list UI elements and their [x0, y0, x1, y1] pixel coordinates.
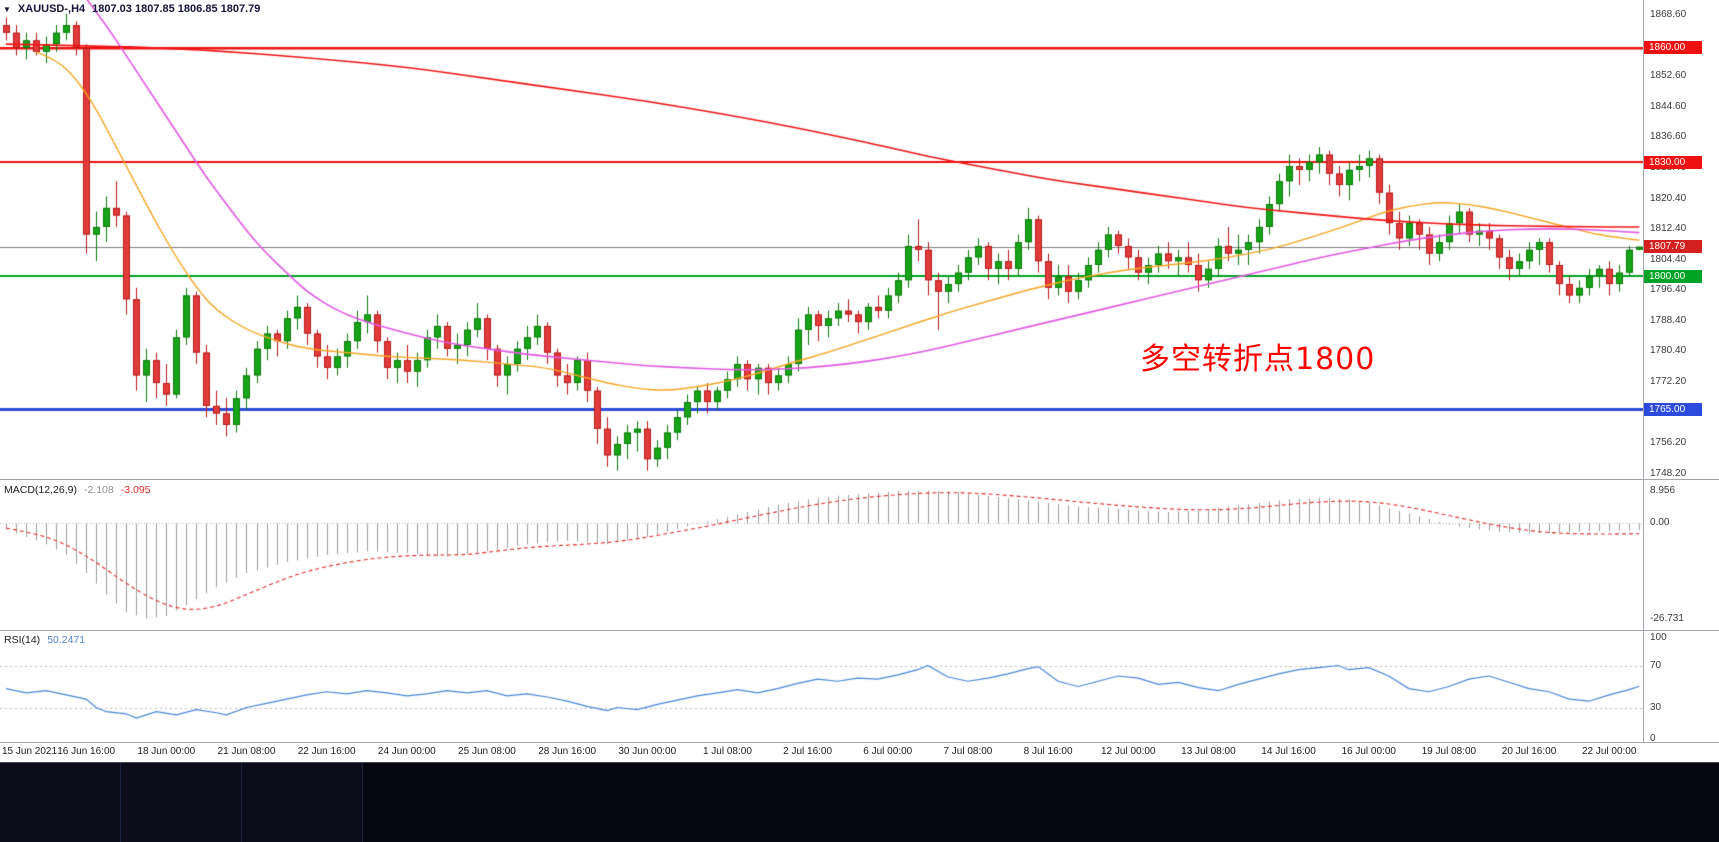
macd-main-value: -2.108	[83, 484, 114, 496]
time-tick-label: 25 Jun 08:00	[458, 746, 516, 757]
price-chart-canvas[interactable]	[0, 0, 1643, 479]
time-tick-label: 19 Jul 08:00	[1421, 746, 1477, 757]
price-level-badge: 1765.00	[1644, 403, 1702, 417]
time-tick-label: 16 Jun 16:00	[57, 746, 116, 757]
ohlc-values: 1807.03 1807.85 1806.85 1807.79	[92, 3, 261, 15]
price-tick-label: 1796.40	[1650, 284, 1687, 296]
pane-resize-handle-macd[interactable]	[0, 479, 1719, 480]
macd-scale-label: -26.731	[1650, 612, 1684, 624]
taskbar-item[interactable]	[121, 763, 242, 842]
macd-name: MACD(12,26,9)	[4, 484, 77, 496]
price-level-badge: 1800.00	[1644, 269, 1702, 283]
price-axis[interactable]: 1868.601860.601852.601844.601836.601828.…	[1643, 0, 1719, 744]
price-tick-label: 1780.40	[1650, 345, 1687, 357]
rsi-scale-label: 30	[1650, 701, 1662, 713]
chart-title-bar: ▼ XAUUSD-,H4 1807.03 1807.85 1806.85 180…	[3, 3, 260, 15]
rsi-indicator-label: RSI(14) 50.2471	[4, 634, 85, 646]
taskbar[interactable]	[0, 762, 1719, 842]
price-tick-label: 1844.60	[1650, 100, 1687, 112]
price-level-badge: 1807.79	[1644, 240, 1702, 254]
price-tick-label: 1748.20	[1650, 467, 1687, 479]
time-tick-label: 16 Jul 00:00	[1341, 746, 1396, 757]
time-tick-label: 6 Jul 00:00	[863, 746, 913, 757]
chart-text-annotation: 多空转折点1800	[1140, 342, 1376, 377]
rsi-name: RSI(14)	[4, 634, 41, 646]
symbol-timeframe-label: XAUUSD-,H4	[17, 3, 86, 15]
time-tick-label: 7 Jul 08:00	[943, 746, 993, 757]
time-tick-label: 1 Jul 08:00	[702, 746, 752, 757]
time-tick-label: 30 Jun 00:00	[618, 746, 677, 757]
time-tick-label: 21 Jun 08:00	[217, 746, 276, 757]
time-tick-label: 22 Jul 00:00	[1581, 746, 1637, 757]
time-axis[interactable]: 15 Jun 2021 16 Jun 16:00 18 Jun 00:00 21 Ju…	[0, 742, 1719, 762]
macd-signal-value: -3.095	[120, 484, 151, 496]
time-tick-label: 20 Jul 16:00	[1501, 746, 1557, 757]
price-level-badge: 1860.00	[1644, 41, 1702, 55]
rsi-value: 50.2471	[47, 634, 86, 646]
price-tick-label: 1788.40	[1650, 314, 1687, 326]
price-tick-label: 1756.20	[1650, 437, 1687, 449]
price-tick-label: 1820.40	[1650, 192, 1687, 204]
rsi-scale-label: 0	[1650, 733, 1656, 744]
macd-scale-label: 8.956	[1650, 484, 1676, 496]
time-tick-label: 24 Jun 00:00	[377, 746, 436, 757]
time-tick-label: 28 Jun 16:00	[538, 746, 597, 757]
rsi-scale-label: 70	[1650, 659, 1662, 671]
pane-resize-handle-rsi[interactable]	[0, 630, 1719, 631]
price-level-badge: 1830.00	[1644, 155, 1702, 169]
price-tick-label: 1836.60	[1650, 131, 1687, 143]
price-tick-label: 1772.20	[1650, 376, 1687, 388]
time-tick-label: 12 Jul 00:00	[1100, 746, 1156, 757]
rsi-scale-label: 100	[1650, 632, 1667, 643]
rsi-pane-canvas[interactable]	[0, 631, 1643, 742]
macd-indicator-label: MACD(12,26,9) -2.108 -3.095	[4, 484, 151, 496]
time-tick-label: 13 Jul 08:00	[1181, 746, 1236, 757]
time-tick-label: 15 Jun 2021	[2, 746, 58, 757]
taskbar-item[interactable]	[0, 763, 121, 842]
chart-marker-icon: ▼	[3, 4, 11, 14]
price-tick-label: 1804.40	[1650, 253, 1687, 265]
time-tick-label: 2 Jul 16:00	[783, 746, 833, 757]
price-tick-label: 1852.60	[1650, 70, 1687, 82]
taskbar-item[interactable]	[242, 763, 363, 842]
price-tick-label: 1812.40	[1650, 223, 1687, 235]
time-tick-label: 18 Jun 00:00	[137, 746, 196, 757]
macd-pane-canvas[interactable]	[0, 481, 1643, 629]
price-tick-label: 1868.60	[1650, 9, 1687, 21]
macd-scale-label: 0.00	[1650, 516, 1670, 528]
time-tick-label: 14 Jul 16:00	[1261, 746, 1316, 757]
chart-frame-bottom	[0, 742, 1719, 743]
time-tick-label: 22 Jun 16:00	[297, 746, 356, 757]
time-tick-label: 8 Jul 16:00	[1023, 746, 1073, 757]
